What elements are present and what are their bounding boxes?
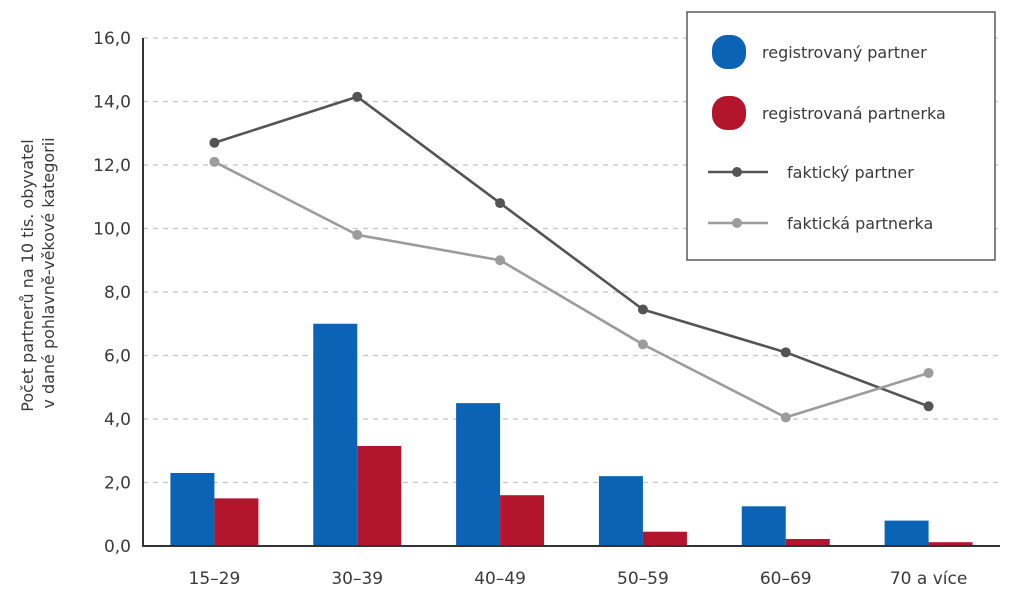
- y-tick-label: 0,0: [104, 537, 131, 557]
- point-fakticky-partner: [923, 401, 934, 412]
- y-axis-title-line-2: v dané pohlavně-věkové kategorii: [39, 137, 58, 408]
- x-tick-label: 15–29: [189, 569, 241, 589]
- bar-registrovana-partnerka: [642, 531, 687, 546]
- bar-registrovana-partnerka: [928, 542, 973, 546]
- point-fakticka-partnerka: [637, 339, 648, 350]
- point-fakticka-partnerka: [209, 156, 220, 167]
- bar-registrovana-partnerka: [500, 495, 545, 546]
- bar-registrovany-partner: [313, 323, 358, 546]
- y-tick-label: 8,0: [104, 283, 131, 303]
- legend-label-fakticka-partnerka: faktická partnerka: [787, 214, 933, 233]
- bar-registrovany-partner: [598, 476, 643, 546]
- line-fakticky-partner: [214, 95, 930, 408]
- legend-label-registrovany-partner: registrovaný partner: [762, 43, 927, 62]
- lines: [209, 91, 934, 423]
- point-fakticky-partner: [780, 347, 791, 358]
- y-axis-title: Počet partnerů na 10 tis. obyvatel v dan…: [18, 134, 58, 412]
- bars: [170, 323, 973, 546]
- bar-registrovany-partner: [170, 472, 215, 546]
- point-fakticka-partnerka: [495, 255, 506, 266]
- point-fakticky-partner: [209, 137, 220, 148]
- x-tick-label: 60–69: [760, 569, 812, 589]
- x-tick-label: 30–39: [331, 569, 383, 589]
- bar-registrovana-partnerka: [357, 445, 402, 546]
- legend-swatch-registrovana-partnerka: [712, 96, 746, 130]
- point-fakticka-partnerka: [780, 412, 791, 423]
- y-axis-title-line-1: Počet partnerů na 10 tis. obyvatel: [18, 139, 37, 411]
- y-tick-label: 12,0: [93, 156, 131, 176]
- x-tick-label: 50–59: [617, 569, 669, 589]
- legend-label-fakticky-partner: faktický partner: [787, 163, 914, 182]
- legend: registrovaný partner registrovaná partner…: [686, 11, 996, 261]
- y-tick-label: 6,0: [104, 347, 131, 367]
- legend-label-registrovana-partnerka: registrovaná partnerka: [762, 104, 946, 123]
- y-tick-label: 16,0: [93, 29, 131, 49]
- point-fakticky-partner: [352, 91, 363, 102]
- y-tick-label: 14,0: [93, 93, 131, 113]
- x-tick-labels: 15–29 30–39 40–49 50–59 60–69 70 a více: [189, 569, 968, 589]
- y-tick-label: 4,0: [104, 410, 131, 430]
- bar-registrovany-partner: [741, 506, 786, 546]
- y-tick-label: 10,0: [93, 220, 131, 240]
- bar-registrovana-partnerka: [785, 539, 830, 546]
- point-fakticka-partnerka: [352, 229, 363, 240]
- legend-marker-fakticky-partner: [732, 167, 742, 177]
- y-tick-labels: 0,0 2,0 4,0 6,0 8,0 10,0 12,0 14,0 16,0: [93, 29, 131, 557]
- line-fakticka-partnerka: [213, 160, 929, 419]
- point-fakticky-partner: [637, 304, 648, 315]
- bar-registrovany-partner: [456, 403, 501, 546]
- x-tick-label: 70 a více: [890, 569, 967, 589]
- legend-swatch-registrovany-partner: [712, 35, 746, 69]
- bar-registrovany-partner: [884, 520, 929, 546]
- y-tick-label: 2,0: [104, 474, 131, 494]
- legend-marker-fakticka-partnerka: [732, 218, 742, 228]
- bar-registrovana-partnerka: [214, 498, 259, 546]
- point-fakticky-partner: [495, 198, 506, 209]
- point-fakticka-partnerka: [923, 367, 934, 378]
- x-tick-label: 40–49: [474, 569, 526, 589]
